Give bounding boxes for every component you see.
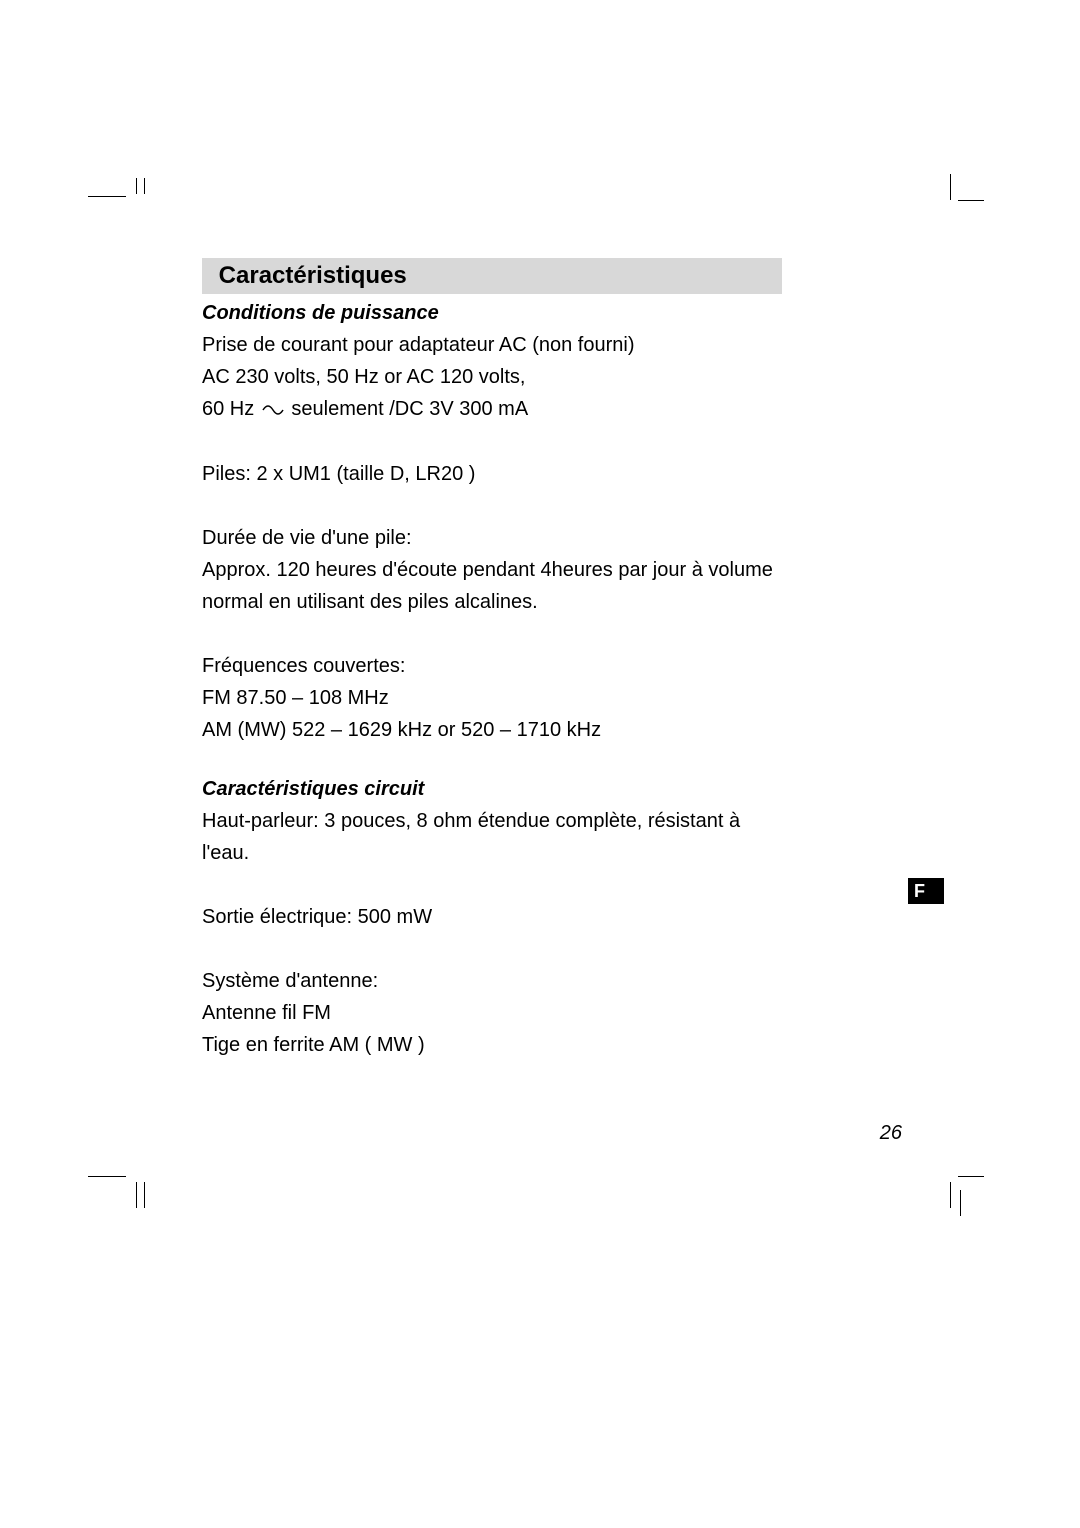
power-line3b: seulement /DC 3V 300 mA — [291, 398, 528, 420]
freq-am: AM (MW) 522 – 1629 kHz or 520 – 1710 kHz — [202, 714, 782, 746]
freq-fm: FM 87.50 – 108 MHz — [202, 682, 782, 714]
language-badge: F — [908, 878, 944, 904]
subheading-circuit: Caractéristiques circuit — [202, 778, 782, 801]
power-line1: Prise de courant pour adaptateur AC (non… — [202, 329, 782, 361]
life-text2: normal en utilisant des piles alcalines. — [202, 586, 782, 618]
block-frequencies: Fréquences couvertes: FM 87.50 – 108 MHz… — [202, 650, 782, 746]
page-content: Caractéristiques Conditions de puissance… — [202, 258, 782, 1061]
block-power: Prise de courant pour adaptateur AC (non… — [202, 329, 782, 426]
output-text: Sortie électrique: 500 mW — [202, 901, 782, 933]
antenna-am: Tige en ferrite AM ( MW ) — [202, 1029, 782, 1061]
heading-text: Caractéristiques — [219, 262, 407, 289]
power-line3: 60 Hz seulement /DC 3V 300 mA — [202, 393, 782, 426]
subheading-conditions: Conditions de puissance — [202, 302, 782, 325]
speaker-text: Haut-parleur: 3 pouces, 8 ohm étendue co… — [202, 805, 782, 869]
ac-sine-icon — [262, 394, 284, 426]
block-batteries: Piles: 2 x UM1 (taille D, LR20 ) — [202, 458, 782, 490]
freq-label: Fréquences couvertes: — [202, 650, 782, 682]
life-text1: Approx. 120 heures d'écoute pendant 4heu… — [202, 554, 782, 586]
antenna-label: Système d'antenne: — [202, 965, 782, 997]
antenna-fm: Antenne fil FM — [202, 997, 782, 1029]
block-antenna: Système d'antenne: Antenne fil FM Tige e… — [202, 965, 782, 1061]
life-label: Durée de vie d'une pile: — [202, 522, 782, 554]
section-heading: Caractéristiques — [202, 258, 782, 294]
block-battery-life: Durée de vie d'une pile: Approx. 120 heu… — [202, 522, 782, 618]
power-line3a: 60 Hz — [202, 398, 254, 420]
power-line2: AC 230 volts, 50 Hz or AC 120 volts, — [202, 361, 782, 393]
page-number: 26 — [880, 1122, 902, 1145]
